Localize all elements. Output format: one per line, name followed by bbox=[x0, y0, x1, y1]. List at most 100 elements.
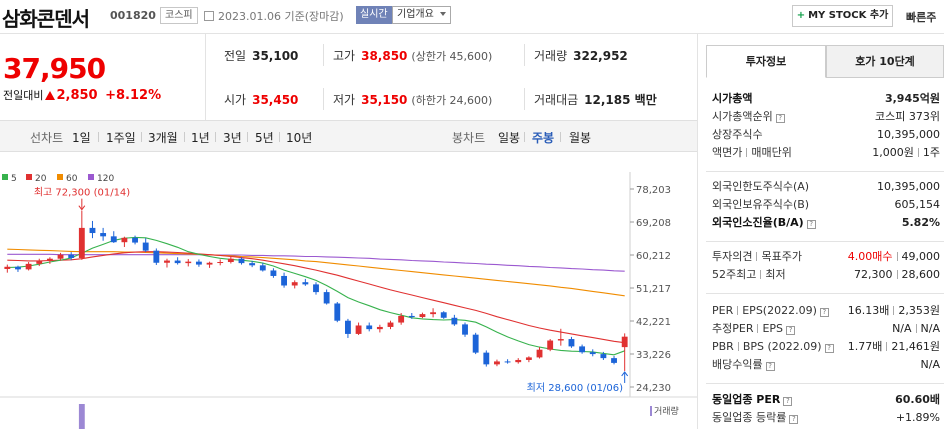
help-icon[interactable]: ? bbox=[783, 397, 793, 406]
candle-body bbox=[611, 358, 617, 363]
divider bbox=[524, 88, 525, 110]
help-icon[interactable]: ? bbox=[819, 308, 829, 317]
par-value: 1,000원 bbox=[872, 146, 914, 159]
w52-high-value: 72,300 bbox=[854, 268, 893, 281]
tab-5y[interactable]: 5년 bbox=[255, 131, 274, 145]
divider bbox=[706, 293, 944, 294]
divider bbox=[896, 270, 898, 279]
trade-amount: 거래대금 12,185 백만 bbox=[534, 91, 657, 108]
sector-per-value: 60.60배 bbox=[895, 393, 940, 406]
divider bbox=[247, 132, 248, 142]
cap-rank-value: 코스피 373위 bbox=[875, 110, 940, 123]
divider bbox=[323, 44, 324, 66]
divider bbox=[756, 252, 758, 261]
candle-body bbox=[621, 336, 628, 348]
per-label: PER bbox=[712, 304, 734, 317]
par-label: 액면가 bbox=[712, 146, 743, 159]
pbr-value: 1.77배 bbox=[847, 340, 883, 353]
volume-label: 거래량 bbox=[654, 405, 679, 417]
tab-3y[interactable]: 3년 bbox=[223, 131, 242, 145]
prev-close-label: 전일 bbox=[224, 49, 247, 63]
candle-body bbox=[153, 250, 160, 263]
tab-monthly[interactable]: 월봉 bbox=[569, 131, 592, 145]
price-chart[interactable]: 78,203 69,208 60,212 51,217 42,221 33,226 24,2… bbox=[0, 152, 697, 429]
tab-10y[interactable]: 10년 bbox=[286, 131, 313, 145]
plus-icon: + bbox=[796, 10, 806, 21]
y-tick-label: 69,208 bbox=[636, 218, 671, 229]
foreign-rate-label: 외국인소진율(B/A) bbox=[712, 216, 804, 229]
par-unit-row: 액면가 매매단위 1,000원 1주 bbox=[706, 144, 944, 162]
divider bbox=[737, 306, 739, 315]
realtime-button[interactable]: 실시간 bbox=[356, 6, 392, 24]
legend-swatch bbox=[2, 174, 8, 180]
prev-close-value: 35,100 bbox=[252, 49, 299, 63]
candle-body bbox=[440, 312, 447, 318]
date-suffix: 기준(장마감) bbox=[284, 10, 344, 23]
candle-body bbox=[4, 266, 11, 269]
foreign-hold-value: 605,154 bbox=[894, 198, 941, 211]
y-tick-label: 78,203 bbox=[636, 185, 671, 196]
est-per-row: 추정PER EPS? N/A N/A bbox=[706, 320, 944, 338]
tab-invest-info[interactable]: 투자정보 bbox=[706, 45, 826, 78]
y-tick-label: 42,221 bbox=[636, 317, 671, 328]
low-annotation: 최저 28,600 (01/06) bbox=[527, 382, 623, 394]
candle-body bbox=[557, 339, 564, 341]
tab-1w[interactable]: 1주일 bbox=[106, 131, 136, 145]
volume-label: 거래량 bbox=[534, 49, 568, 63]
change-percent: +8.12% bbox=[105, 88, 162, 103]
candle-body bbox=[323, 292, 330, 304]
foreign-hold-row: 외국인보유주식수(B) 605,154 bbox=[706, 196, 944, 214]
candle-body bbox=[355, 325, 362, 334]
tab-3m[interactable]: 3개월 bbox=[148, 131, 178, 145]
prev-close: 전일 35,100 bbox=[224, 47, 298, 64]
change-value: 2,850 bbox=[56, 88, 98, 103]
candle-body bbox=[174, 260, 181, 264]
divider bbox=[141, 132, 142, 142]
tab-weekly[interactable]: 주봉 bbox=[532, 131, 555, 145]
date-value: 2023.01.06 bbox=[218, 10, 281, 23]
candle-body bbox=[334, 303, 341, 321]
tab-hoga[interactable]: 호가 10단계 bbox=[826, 45, 944, 78]
help-icon[interactable]: ? bbox=[786, 326, 796, 335]
candle-body bbox=[589, 352, 596, 355]
est-eps-value: N/A bbox=[920, 322, 940, 335]
w52-low-value: 28,600 bbox=[901, 268, 941, 281]
help-icon[interactable]: ? bbox=[765, 362, 775, 371]
tab-1y[interactable]: 1년 bbox=[191, 131, 210, 145]
candle-body bbox=[185, 261, 192, 264]
y-tick-label: 60,212 bbox=[636, 251, 671, 262]
candle-body bbox=[462, 324, 468, 335]
legend-label: 5 bbox=[11, 174, 17, 184]
y-tick-label: 51,217 bbox=[636, 284, 671, 295]
high-price: 고가 38,850 (상한가 45,600) bbox=[333, 47, 492, 64]
low-arrow-head bbox=[621, 371, 629, 377]
candle-body bbox=[78, 227, 85, 258]
cap-rank-label: 시가총액순위 bbox=[712, 110, 773, 123]
help-icon[interactable]: ? bbox=[806, 220, 816, 229]
candle-body bbox=[15, 266, 21, 270]
volume: 거래량 322,952 bbox=[534, 47, 628, 64]
stock-name: 삼화콘덴서 bbox=[2, 7, 90, 31]
add-mystock-button[interactable]: + MY STOCK 추가 bbox=[792, 5, 893, 27]
stock-header: 삼화콘덴서 001820 코스피 2023.01.06 기준(장마감) 실시간 … bbox=[0, 0, 944, 34]
tab-1d[interactable]: 1일 bbox=[72, 131, 91, 145]
company-info-select[interactable]: 기업개요 bbox=[392, 6, 451, 24]
candle-body bbox=[504, 361, 511, 363]
help-icon[interactable]: ? bbox=[824, 344, 834, 353]
fast-link[interactable]: 빠른주 bbox=[906, 11, 937, 24]
company-info-select-label: 기업개요 bbox=[397, 9, 434, 20]
w52-row: 52주최고 최저 72,300 28,600 bbox=[706, 266, 944, 284]
volume-value: 322,952 bbox=[573, 49, 628, 63]
tab-daily[interactable]: 일봉 bbox=[498, 131, 521, 145]
candle-body bbox=[387, 322, 394, 327]
candle-body bbox=[600, 354, 607, 359]
low-value: 35,150 bbox=[361, 93, 408, 107]
help-icon[interactable]: ? bbox=[775, 114, 785, 123]
chevron-down-icon bbox=[439, 12, 446, 16]
target-value: 49,000 bbox=[901, 250, 941, 263]
help-icon[interactable]: ? bbox=[789, 415, 799, 424]
candle-body bbox=[110, 236, 117, 243]
candle-body bbox=[345, 320, 351, 334]
candle-body bbox=[25, 263, 32, 270]
open-price: 시가 35,450 bbox=[224, 91, 298, 108]
